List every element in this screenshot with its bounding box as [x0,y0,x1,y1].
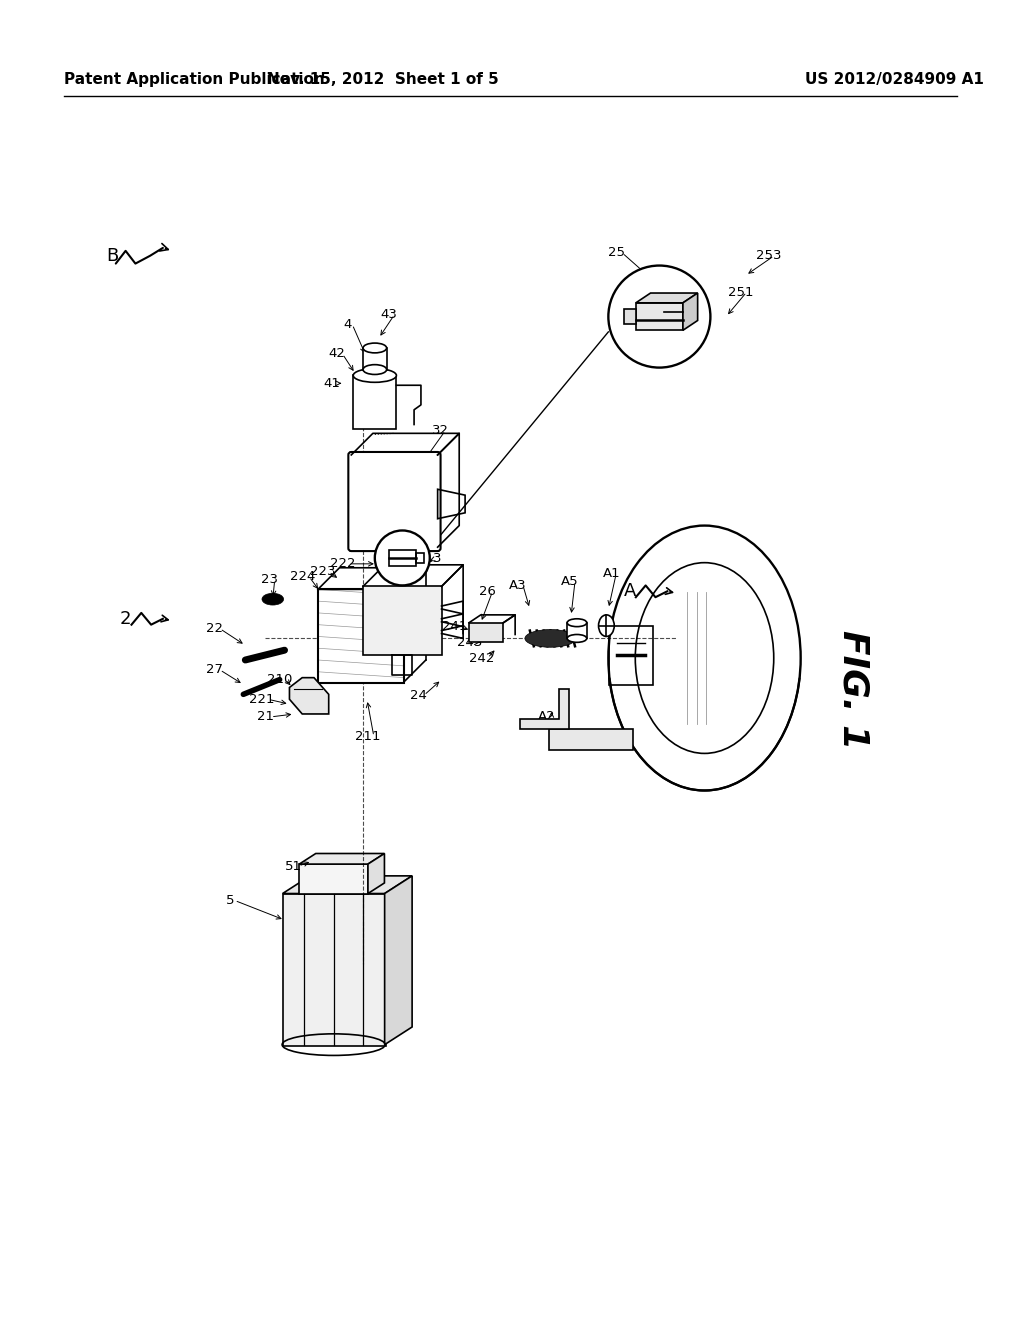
Text: A5: A5 [561,576,579,587]
Text: 211: 211 [355,730,381,743]
Text: 5: 5 [225,894,234,907]
Text: 2: 2 [120,610,131,628]
Text: A3: A3 [509,579,527,591]
Text: 252: 252 [655,339,681,352]
Ellipse shape [567,635,587,643]
FancyBboxPatch shape [348,451,440,550]
Text: 214: 214 [388,550,414,564]
Text: Nov. 15, 2012  Sheet 1 of 5: Nov. 15, 2012 Sheet 1 of 5 [267,71,499,87]
Text: 51: 51 [285,859,301,873]
Text: 21: 21 [257,710,274,723]
Bar [364,348,387,370]
Text: 222: 222 [330,557,355,570]
Ellipse shape [262,593,284,605]
Text: 23: 23 [261,573,278,586]
Text: 210: 210 [267,673,292,686]
Text: Patent Application Publication: Patent Application Publication [63,71,325,87]
Text: A2: A2 [538,710,555,723]
Text: A: A [624,582,637,601]
Text: 224: 224 [291,570,315,583]
Bar [353,375,396,429]
Ellipse shape [599,615,614,636]
Text: 22: 22 [206,622,223,635]
Ellipse shape [364,343,387,352]
Bar [624,309,636,325]
Polygon shape [368,854,384,894]
Ellipse shape [525,630,575,647]
Text: 213: 213 [416,553,441,565]
Text: 26: 26 [479,585,496,598]
Text: FIG. 1: FIG. 1 [837,630,870,748]
Polygon shape [290,677,329,714]
Bar [469,623,504,643]
Polygon shape [683,293,697,330]
Text: 254: 254 [626,276,651,289]
Bar [416,553,424,562]
Text: 41: 41 [324,376,341,389]
Text: 251: 251 [728,285,754,298]
Bar [550,729,633,750]
Bar [567,623,587,639]
Ellipse shape [567,619,587,627]
Text: 42: 42 [329,347,345,360]
Bar [388,550,416,566]
Polygon shape [520,689,569,729]
Bar [636,302,683,330]
Text: 24: 24 [411,689,427,702]
Ellipse shape [364,364,387,375]
Text: 25: 25 [608,247,626,259]
Circle shape [608,265,711,367]
Polygon shape [385,876,412,1044]
Text: A4: A4 [579,730,596,743]
Text: 243: 243 [458,636,482,649]
Text: 3: 3 [351,465,359,477]
Text: US 2012/0284909 A1: US 2012/0284909 A1 [805,71,983,87]
Bar [364,586,441,655]
Text: 212: 212 [353,614,379,627]
Text: 241: 241 [441,620,467,634]
Ellipse shape [353,368,396,383]
Circle shape [375,531,430,586]
Bar [609,626,652,685]
Bar [283,894,386,1045]
Polygon shape [283,876,412,894]
Text: 25: 25 [364,533,380,546]
Text: 4: 4 [343,318,352,331]
Text: 31: 31 [424,469,441,482]
Text: 242: 242 [469,652,495,664]
Text: 32: 32 [432,424,449,437]
Text: A1: A1 [602,568,621,581]
Text: 27: 27 [206,664,223,676]
Text: 223: 223 [310,565,336,578]
Text: 43: 43 [381,308,397,321]
Polygon shape [299,854,384,865]
Bar [317,589,404,682]
Bar [299,865,368,894]
Text: B: B [105,247,118,265]
Polygon shape [636,293,697,302]
Text: 221: 221 [249,693,274,706]
Text: 253: 253 [756,249,781,263]
